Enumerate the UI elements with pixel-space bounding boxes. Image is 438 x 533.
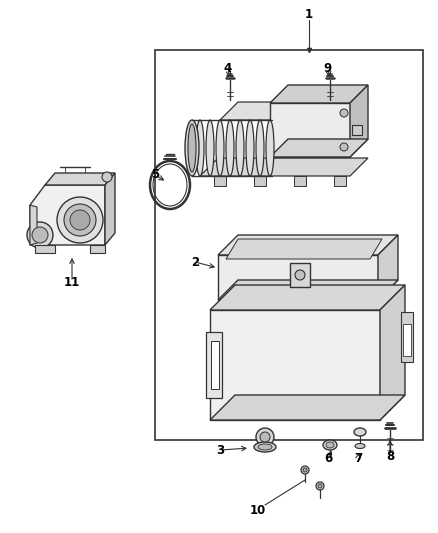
Polygon shape bbox=[294, 176, 306, 186]
Polygon shape bbox=[220, 102, 368, 120]
Polygon shape bbox=[35, 245, 55, 253]
Text: 1: 1 bbox=[305, 7, 313, 20]
Ellipse shape bbox=[354, 428, 366, 436]
Circle shape bbox=[316, 482, 324, 490]
Polygon shape bbox=[270, 139, 368, 157]
Polygon shape bbox=[210, 310, 380, 420]
Polygon shape bbox=[105, 173, 115, 245]
Polygon shape bbox=[254, 176, 266, 186]
Circle shape bbox=[256, 428, 274, 446]
Ellipse shape bbox=[185, 120, 199, 176]
Polygon shape bbox=[45, 173, 115, 185]
Ellipse shape bbox=[246, 120, 254, 176]
Polygon shape bbox=[218, 235, 398, 255]
Circle shape bbox=[70, 210, 90, 230]
Text: 4: 4 bbox=[224, 61, 232, 75]
Circle shape bbox=[301, 466, 309, 474]
Polygon shape bbox=[210, 395, 405, 420]
Polygon shape bbox=[380, 285, 405, 420]
Circle shape bbox=[295, 270, 305, 280]
Polygon shape bbox=[214, 176, 226, 186]
Circle shape bbox=[318, 484, 322, 488]
Text: 2: 2 bbox=[191, 255, 199, 269]
Circle shape bbox=[27, 222, 53, 248]
Ellipse shape bbox=[236, 120, 244, 176]
Polygon shape bbox=[218, 280, 398, 300]
Circle shape bbox=[303, 468, 307, 472]
Polygon shape bbox=[403, 324, 411, 356]
Text: 11: 11 bbox=[64, 276, 80, 288]
Ellipse shape bbox=[196, 120, 204, 176]
Text: 7: 7 bbox=[354, 451, 362, 464]
Circle shape bbox=[340, 143, 348, 151]
Polygon shape bbox=[401, 312, 413, 361]
Text: 5: 5 bbox=[151, 168, 159, 182]
Ellipse shape bbox=[188, 124, 196, 172]
Circle shape bbox=[64, 204, 96, 236]
Ellipse shape bbox=[216, 120, 224, 176]
Circle shape bbox=[260, 432, 270, 442]
Polygon shape bbox=[210, 285, 405, 310]
Polygon shape bbox=[270, 103, 350, 157]
Text: 3: 3 bbox=[216, 443, 224, 456]
Polygon shape bbox=[226, 239, 382, 259]
Polygon shape bbox=[218, 255, 378, 300]
Circle shape bbox=[340, 109, 348, 117]
Polygon shape bbox=[206, 332, 222, 398]
Polygon shape bbox=[334, 176, 346, 186]
Ellipse shape bbox=[256, 120, 264, 176]
Text: 8: 8 bbox=[386, 449, 394, 463]
Ellipse shape bbox=[226, 120, 234, 176]
Ellipse shape bbox=[254, 442, 276, 452]
Polygon shape bbox=[200, 158, 368, 176]
Circle shape bbox=[57, 197, 103, 243]
Text: 9: 9 bbox=[324, 61, 332, 75]
Polygon shape bbox=[350, 85, 368, 157]
Polygon shape bbox=[211, 341, 219, 389]
Circle shape bbox=[32, 227, 48, 243]
Text: 10: 10 bbox=[250, 504, 266, 516]
Ellipse shape bbox=[355, 443, 365, 448]
Polygon shape bbox=[270, 85, 368, 103]
Bar bbox=[155, 50, 423, 440]
Ellipse shape bbox=[206, 120, 214, 176]
Ellipse shape bbox=[266, 120, 274, 176]
Circle shape bbox=[102, 172, 112, 182]
Polygon shape bbox=[352, 125, 362, 135]
Text: 6: 6 bbox=[324, 451, 332, 464]
Ellipse shape bbox=[326, 442, 334, 448]
Polygon shape bbox=[290, 263, 310, 287]
Ellipse shape bbox=[323, 440, 337, 450]
Ellipse shape bbox=[258, 444, 272, 450]
Polygon shape bbox=[30, 205, 37, 245]
Polygon shape bbox=[90, 245, 105, 253]
Polygon shape bbox=[30, 185, 105, 245]
Polygon shape bbox=[378, 235, 398, 300]
